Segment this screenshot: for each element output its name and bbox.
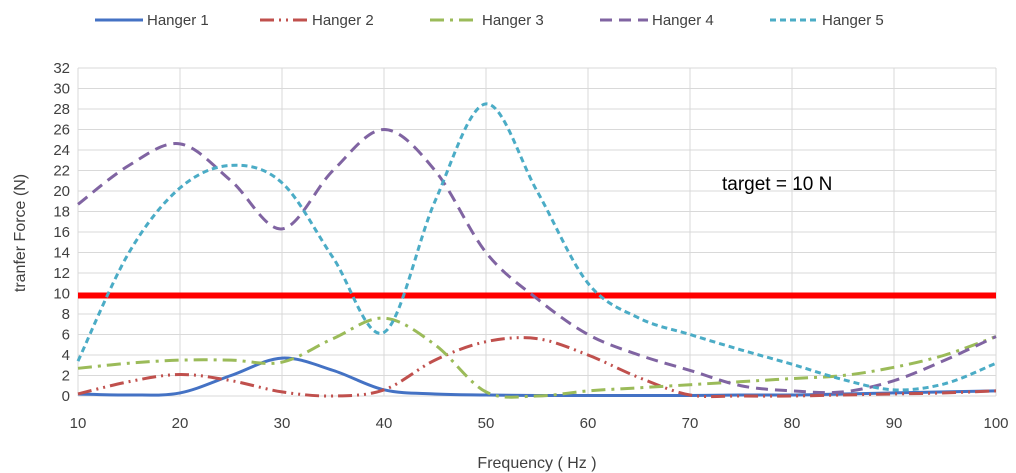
legend-label: Hanger 2 xyxy=(312,12,374,29)
x-tick-label: 60 xyxy=(580,415,597,432)
series-line-3 xyxy=(77,316,997,399)
y-tick-label: 4 xyxy=(62,347,70,364)
y-tick-label: 6 xyxy=(62,327,70,344)
x-tick-label: 40 xyxy=(376,415,393,432)
legend-label: Hanger 5 xyxy=(822,12,884,29)
legend: Hanger 1 Hanger 2 Hanger 3 Hanger 4 Hanger 5 xyxy=(95,12,884,29)
series-line-5 xyxy=(76,102,997,392)
y-tick-label: 10 xyxy=(53,286,70,303)
legend-label: Hanger 1 xyxy=(147,12,209,29)
y-tick-label: 0 xyxy=(62,388,70,405)
target-annotation: target = 10 N xyxy=(722,174,832,195)
x-tick-label: 50 xyxy=(478,415,495,432)
y-tick-label: 12 xyxy=(53,265,70,282)
x-tick-label: 10 xyxy=(70,415,87,432)
y-tick-label: 32 xyxy=(53,60,70,77)
x-tick-labels: 10 20 30 40 50 60 70 80 90 100 xyxy=(70,415,1009,432)
x-tick-label: 90 xyxy=(886,415,903,432)
x-axis-title: Frequency ( Hz ) xyxy=(477,455,596,472)
y-axis-title: tranfer Force (N) xyxy=(12,174,29,292)
y-tick-label: 2 xyxy=(62,368,70,385)
x-tick-label: 30 xyxy=(274,415,291,432)
y-tick-label: 24 xyxy=(53,142,70,159)
legend-label: Hanger 4 xyxy=(652,12,714,29)
x-tick-label: 100 xyxy=(983,415,1008,432)
series-lines xyxy=(76,102,997,399)
series-line-2 xyxy=(77,336,997,399)
y-tick-label: 22 xyxy=(53,163,70,180)
legend-label: Hanger 3 xyxy=(482,12,544,29)
y-tick-label: 30 xyxy=(53,81,70,98)
x-tick-label: 20 xyxy=(172,415,189,432)
y-tick-label: 20 xyxy=(53,183,70,200)
gridlines xyxy=(77,67,997,397)
y-tick-label: 28 xyxy=(53,101,70,118)
y-tick-label: 8 xyxy=(62,306,70,323)
x-tick-label: 70 xyxy=(682,415,699,432)
y-tick-label: 18 xyxy=(53,204,70,221)
series-line-4 xyxy=(77,127,997,395)
y-tick-label: 16 xyxy=(53,224,70,241)
y-tick-label: 14 xyxy=(53,245,70,262)
y-tick-label: 26 xyxy=(53,122,70,139)
x-tick-label: 80 xyxy=(784,415,801,432)
